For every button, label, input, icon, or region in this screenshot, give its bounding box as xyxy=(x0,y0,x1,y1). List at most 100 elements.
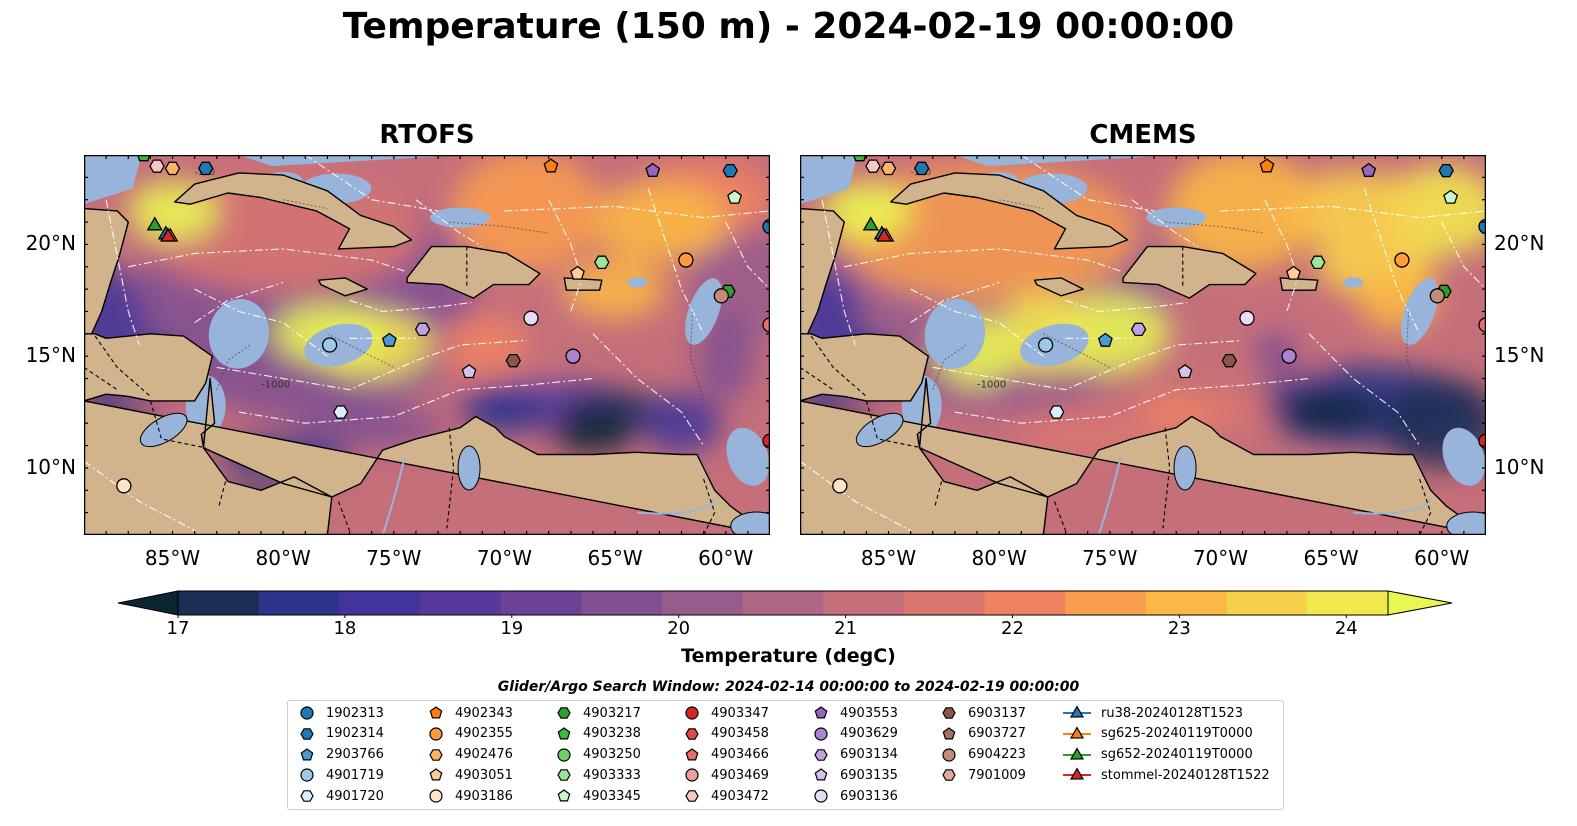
marker-4903629[interactable] xyxy=(1281,348,1297,364)
marker-6903136[interactable] xyxy=(523,310,539,326)
marker-1902314[interactable] xyxy=(913,161,930,176)
marker-4903238[interactable] xyxy=(853,155,867,162)
legend-label: 4903553 xyxy=(840,705,898,721)
legend-item: 4903238 xyxy=(553,724,641,744)
marker-1902314[interactable] xyxy=(197,161,214,176)
marker-4903472[interactable] xyxy=(149,159,165,173)
colorbar-tick-label: 17 xyxy=(166,618,190,639)
marker-4903186[interactable] xyxy=(832,478,848,494)
legend-item: sg652-20240119T0000 xyxy=(1061,745,1253,765)
legend-marker-icon xyxy=(300,747,314,761)
legend-label: 4901720 xyxy=(326,788,384,804)
map-frame xyxy=(84,155,770,535)
legend-marker-icon xyxy=(685,727,699,740)
minor-ticks xyxy=(800,155,1486,535)
marker-4902343[interactable] xyxy=(1259,158,1275,173)
marker-4901719[interactable] xyxy=(1037,337,1054,353)
marker-4901720[interactable] xyxy=(332,405,349,419)
marker-4902355[interactable] xyxy=(678,252,694,268)
marker-4903466[interactable] xyxy=(1478,317,1486,333)
marker-4903051[interactable] xyxy=(570,265,585,280)
legend: 1902313 1902314 2903766 4901719 4901720 49023… xyxy=(287,700,1284,810)
colorbar-bin xyxy=(823,591,905,615)
marker-1902314b[interactable] xyxy=(722,163,738,178)
legend-item: 6903727 xyxy=(938,724,1026,744)
legend-marker-icon xyxy=(814,727,828,741)
colorbar-bin xyxy=(258,591,340,615)
lon-tick-label: 80°W xyxy=(255,546,311,570)
legend-item: 4903553 xyxy=(810,703,898,723)
marker-4903333[interactable] xyxy=(594,255,610,270)
marker-6903135[interactable] xyxy=(461,363,477,379)
colorbar-bin xyxy=(662,591,744,615)
marker-4903466[interactable] xyxy=(762,317,770,333)
marker-6903137[interactable] xyxy=(505,353,522,368)
lon-tick-label: 85°W xyxy=(144,546,201,570)
legend-marker-icon xyxy=(429,748,443,761)
legend-label: 4903629 xyxy=(840,726,898,742)
marker-4903629[interactable] xyxy=(565,348,581,364)
marker-6904223[interactable] xyxy=(1429,288,1445,304)
marker-4903553[interactable] xyxy=(1361,162,1377,177)
lat-tick-label: 10°N xyxy=(1494,454,1545,479)
legend-marker-icon xyxy=(685,790,699,802)
legend-item: 4901719 xyxy=(296,765,384,785)
marker-1902313[interactable] xyxy=(762,218,770,235)
legend-label: 4903250 xyxy=(583,747,641,763)
legend-label: 6904223 xyxy=(968,747,1026,763)
legend-item: ru38-20240128T1523 xyxy=(1061,703,1243,723)
marker-stommel[interactable] xyxy=(875,227,893,242)
legend-label: 4901719 xyxy=(326,767,384,783)
marker-4903345[interactable] xyxy=(1443,189,1459,204)
legend-label: 4902343 xyxy=(455,705,513,721)
marker-4903345[interactable] xyxy=(727,189,743,204)
marker-4903347[interactable] xyxy=(1478,433,1486,449)
marker-4903333[interactable] xyxy=(1310,255,1326,270)
marker-4903238[interactable] xyxy=(137,155,151,162)
marker-4903472[interactable] xyxy=(865,159,881,173)
legend-item: 4903217 xyxy=(553,703,641,723)
legend-marker-icon xyxy=(942,707,956,719)
legend-label: 4903186 xyxy=(455,788,513,804)
legend-marker-icon xyxy=(1063,726,1091,739)
marker-4903186[interactable] xyxy=(116,478,132,494)
marker-sg652[interactable] xyxy=(146,216,163,231)
marker-4903553[interactable] xyxy=(645,162,661,177)
marker-4902476[interactable] xyxy=(164,161,181,176)
legend-marker-icon xyxy=(429,768,443,781)
legend-marker-icon xyxy=(685,706,699,720)
marker-4902343[interactable] xyxy=(543,158,559,173)
marker-4903051[interactable] xyxy=(1286,265,1301,280)
marker-2903766[interactable] xyxy=(1097,332,1113,347)
marker-6904223[interactable] xyxy=(713,288,729,304)
marker-4902355[interactable] xyxy=(1394,252,1410,268)
marker-stommel[interactable] xyxy=(159,227,177,242)
marker-2903766[interactable] xyxy=(381,332,397,347)
marker-6903134[interactable] xyxy=(1130,322,1147,337)
contour-label: -1000 xyxy=(977,379,1006,390)
legend-label: 1902314 xyxy=(326,726,384,742)
legend-item: 4903466 xyxy=(681,745,769,765)
marker-6903137[interactable] xyxy=(1221,353,1238,368)
colorbar-tick-label: 20 xyxy=(667,618,691,639)
map-rtofs[interactable]: -1000-100 xyxy=(84,155,770,535)
marker-sg652[interactable] xyxy=(862,216,879,231)
marker-4903347[interactable] xyxy=(762,433,770,449)
lon-tick-label: 70°W xyxy=(1192,546,1249,570)
marker-6903135[interactable] xyxy=(1177,363,1193,379)
eez-boundaries xyxy=(84,155,770,531)
lon-tick-label: 70°W xyxy=(476,546,533,570)
marker-1902313[interactable] xyxy=(1478,218,1486,235)
marker-4901719[interactable] xyxy=(321,337,338,353)
marker-4902476[interactable] xyxy=(880,161,897,176)
marker-6903136[interactable] xyxy=(1239,310,1255,326)
legend-marker-icon xyxy=(300,790,314,802)
isobaths xyxy=(932,199,1421,402)
marker-4901720[interactable] xyxy=(1048,405,1065,419)
marker-6903134[interactable] xyxy=(414,322,431,337)
legend-marker-icon xyxy=(814,706,828,719)
colorbar-bin xyxy=(1307,591,1389,615)
map-cmems[interactable]: -1000-100 xyxy=(800,155,1486,535)
marker-1902314b[interactable] xyxy=(1438,163,1454,178)
colorbar-bin xyxy=(581,591,663,615)
